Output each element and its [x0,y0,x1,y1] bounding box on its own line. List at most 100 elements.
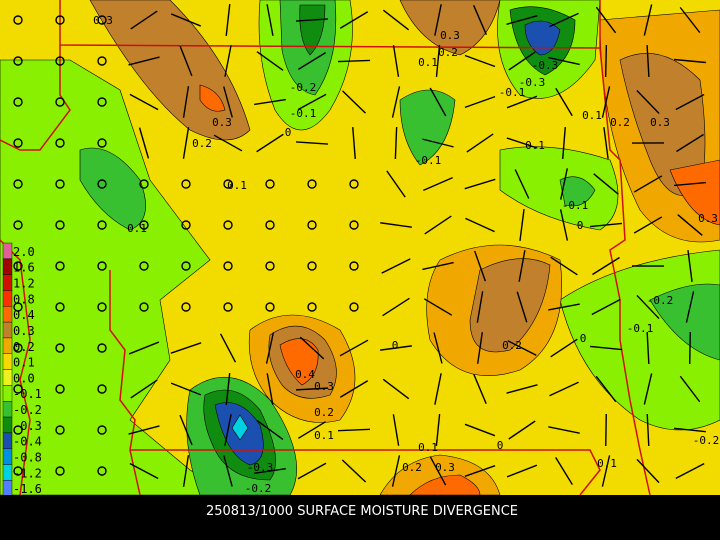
legend-swatch [2,242,13,260]
wind-barb [604,44,608,78]
wind-barb [223,455,233,487]
contour-label: 0.2 [610,116,630,129]
wind-barb [674,427,706,433]
wind-barb [548,303,580,311]
contour-label: -0.2 [647,294,674,307]
wind-barb [423,298,453,316]
station-calm [55,302,65,312]
station-calm [13,466,23,476]
wind-barb [677,214,703,236]
station-calm [13,261,23,271]
wind-barb [473,250,487,282]
contour-label: 0 [577,219,584,232]
wind-barb [464,95,496,109]
wind-barb [555,87,573,117]
wind-barb [508,51,536,71]
station-calm [349,220,359,230]
wind-barb [225,373,231,405]
contour-label: 0.2 [192,137,212,150]
wind-barb [170,13,202,27]
station-calm [349,302,359,312]
legend-swatch [2,385,13,402]
station-calm [55,97,65,107]
station-calm [139,220,149,230]
contour-label: 0.3 [698,212,718,225]
wind-barb [295,141,329,145]
legend-label: 1.6 [13,261,35,275]
contour-label: 0 [285,126,292,139]
wind-barb [256,133,284,153]
legend-label: 1.2 [13,276,35,290]
wind-barb [295,387,329,391]
wind-barb [562,126,566,160]
station-calm [97,343,107,353]
wind-barb [516,291,528,323]
station-calm [307,302,317,312]
wind-barb [518,250,526,282]
wind-barb [555,456,573,486]
wind-barb [549,381,579,397]
wind-barb [506,137,538,149]
wind-barb [339,339,369,357]
wind-barb [256,51,284,71]
wind-barb [466,133,494,153]
contour-label: 0.3 [93,14,113,27]
contour-label: 0.1 [127,222,147,235]
wind-barb [429,87,447,117]
wind-barb [464,465,496,477]
legend-label: -0.3 [13,419,42,433]
wind-barb [392,45,400,77]
contour-label: 0.3 [314,380,334,393]
legend-label: -0.2 [13,403,42,417]
contour-label: 0.3 [650,116,670,129]
contour-label: 0.1 [582,109,602,122]
legend-label: 0.2 [13,340,35,354]
caption-title: 250813/1000 SURFACE MOISTURE DIVERGENCE [206,504,518,519]
station-calm [97,179,107,189]
legend-swatch [2,353,13,370]
station-calm [55,261,65,271]
wind-barb [224,414,232,446]
legend-label: -0.4 [13,435,42,449]
wind-barb [223,86,233,118]
station-calm [55,343,65,353]
station-calm [97,138,107,148]
wind-barb [179,45,193,77]
station-calm [55,466,65,476]
station-calm [307,220,317,230]
legend-swatch [2,369,13,386]
wind-barb [130,10,158,30]
wind-barb [674,58,706,64]
wind-barb [687,250,693,282]
station-calm [139,261,149,271]
wind-barb [601,86,611,118]
station-calm [97,97,107,107]
legend-label: 0.8 [13,292,35,306]
station-calm [181,302,191,312]
wind-barb [434,373,442,405]
station-calm [97,220,107,230]
station-calm [139,179,149,189]
contour-label: 0.1 [227,179,247,192]
station-calm [349,261,359,271]
wind-barb [380,345,412,351]
wind-barb [473,5,487,35]
station-calm [13,302,23,312]
legend-label: 0.4 [13,308,35,322]
wind-barb [182,86,190,118]
station-calm [223,179,233,189]
wind-barb [295,18,329,22]
wind-barb [219,333,237,363]
contour-label: -0.3 [247,461,274,474]
wind-barbs [13,4,706,487]
station-calm [97,384,107,394]
station-calm [55,138,65,148]
wind-barb [341,459,367,483]
station-calm [223,261,233,271]
wind-barb [465,217,495,233]
wind-barb [464,423,496,437]
station-calm [97,56,107,66]
station-calm [265,261,275,271]
wind-barb [643,4,653,36]
